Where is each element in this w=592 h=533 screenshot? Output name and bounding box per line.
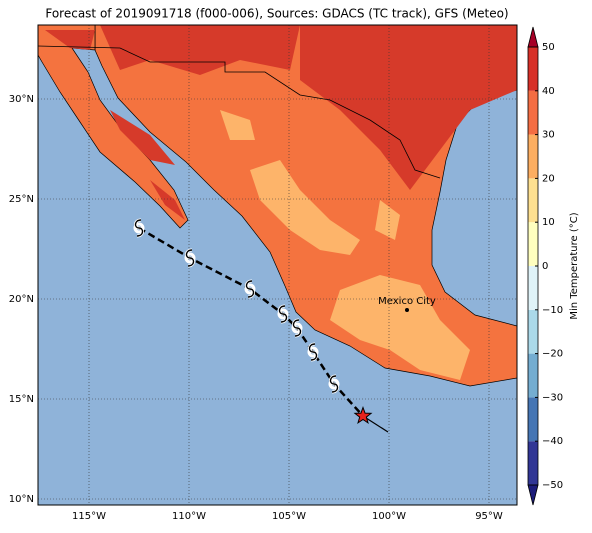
colorbar-bin [528, 134, 538, 179]
colorbar-tick-label: −40 [542, 436, 563, 447]
storm-symbol-outline [134, 219, 144, 237]
cool-patches [220, 110, 470, 380]
city-point [405, 308, 409, 312]
map-title: Forecast of 2019091718 (f000-006), Sourc… [45, 7, 508, 21]
colorbar-tick-label: 30 [542, 130, 555, 141]
colorbar-bin [528, 222, 538, 266]
colorbar-tick-label: −20 [542, 349, 563, 360]
storm-symbol-outline [245, 280, 255, 298]
storm-symbol-outline [308, 343, 318, 361]
us-mexico-border [38, 45, 441, 179]
colorbar-tick-label: 50 [542, 42, 555, 53]
storm-symbol-outline [329, 375, 339, 393]
y-tick-label: 20°N [9, 294, 34, 305]
colorbar-tick-label: 40 [542, 86, 555, 97]
x-tick-label: 115°W [72, 511, 106, 522]
colorbar-bin [528, 309, 538, 354]
storm-symbol-outline [292, 319, 302, 337]
colorbar-tick-label: 0 [542, 261, 548, 272]
x-tick-label: 95°W [475, 511, 503, 522]
colorbar-bin [528, 353, 538, 398]
colorbar-bin [528, 441, 538, 485]
storm-symbol-outline [278, 305, 288, 323]
x-tick-label: 105°W [272, 511, 306, 522]
map-area: Mexico City [38, 25, 517, 505]
colorbar-bin [528, 266, 538, 310]
y-tick-label: 25°N [9, 194, 34, 205]
x-tick-label: 100°W [372, 511, 406, 522]
colorbar-bin [528, 178, 538, 223]
colorbar-tick-label: −50 [542, 480, 563, 491]
colorbar-bin [528, 397, 538, 442]
current-position [353, 406, 373, 425]
colorbar-bin [528, 90, 538, 135]
x-tick-label: 110°W [172, 511, 206, 522]
colorbar-under [527, 484, 539, 506]
colorbar-bin [528, 47, 538, 91]
colorbar-tick-label: 10 [542, 217, 555, 228]
colorbar-over [527, 26, 539, 48]
y-tick-label: 30°N [9, 94, 34, 105]
warm-patches [45, 25, 517, 220]
y-tick-label: 10°N [9, 494, 34, 505]
city-label: Mexico City [378, 296, 436, 307]
map-frame [37, 24, 518, 506]
colorbar-tick-label: −30 [542, 392, 563, 403]
colorbar-label: Min Temperature (°C) [569, 212, 580, 319]
y-tick-label: 15°N [9, 394, 34, 405]
colorbar-tick-label: −10 [542, 305, 563, 316]
storm-symbol-outline [185, 249, 195, 267]
colorbar-tick-label: 20 [542, 173, 555, 184]
